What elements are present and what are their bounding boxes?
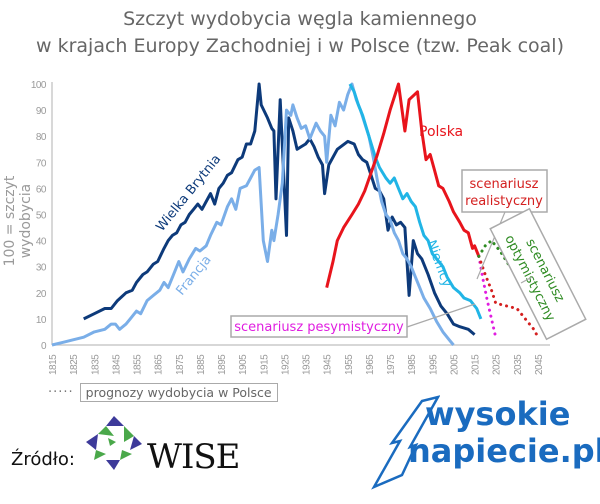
pessimistic-pointer: [406, 303, 476, 328]
series-line: [477, 254, 540, 339]
title-line-2: w krajach Europy Zachodniej i w Polsce (…: [36, 35, 564, 57]
series-line: [348, 83, 483, 320]
y-tick-label: 30: [36, 263, 47, 274]
label-pessimistic: scenariusz pesymistyczny: [234, 320, 404, 335]
brand-line-2: napiecie.pl: [408, 432, 600, 470]
axes: 0 10 20 30 40 50 60 70 80 90 100 1815 1825 1835 1845 18…: [31, 80, 550, 375]
x-tick-label: 1975: [386, 354, 397, 375]
y-tick-label: 100: [31, 80, 47, 91]
x-tick-label: 1885: [196, 354, 207, 375]
x-tick-label: 1855: [133, 354, 144, 375]
label-germany: Niemcy: [423, 238, 454, 289]
label-uk: Wielka Brytnia: [153, 152, 224, 235]
x-tick-label: 2005: [449, 354, 460, 375]
chart-title: Szczyt wydobycia węgla kamiennego w kraj…: [0, 6, 600, 60]
lightning-bolt-icon: [371, 395, 440, 490]
series-labels: Wielka Brytnia Francja Niemcy Polska scenari…: [153, 124, 587, 341]
x-tick-label: 2035: [513, 354, 524, 375]
realistic-box: [461, 169, 548, 213]
brand-line-1: wysokie: [425, 395, 571, 433]
legend: ····· prognozy wydobycia w Polsce: [48, 383, 278, 402]
x-tick-label: 1845: [111, 354, 122, 375]
x-tick-label: 1875: [175, 354, 186, 375]
x-tick-label: 1905: [238, 354, 249, 375]
title-line-1: Szczyt wydobycia węgla kamiennego: [123, 8, 477, 30]
x-tick-label: 1965: [365, 354, 376, 375]
dotted-line-legend-icon: ·····: [48, 385, 74, 400]
x-tick-label: 1945: [323, 354, 334, 375]
x-tick-label: 1835: [90, 354, 101, 375]
y-tick-label: 40: [36, 237, 47, 248]
wise-logo-icon: [86, 416, 142, 470]
x-tick-label: 1935: [302, 354, 313, 375]
x-tick-label: 1955: [344, 354, 355, 375]
series-line: [51, 82, 455, 347]
x-tick-label: 1825: [69, 354, 80, 375]
x-tick-label: 1895: [217, 354, 228, 375]
wise-logo-text: WISE: [147, 437, 240, 477]
optimistic-pointer: [520, 276, 533, 284]
y-tick-label: 60: [36, 184, 47, 195]
y-tick-label: 50: [36, 211, 47, 222]
y-tick-label: 80: [36, 132, 47, 143]
series-line: [83, 82, 476, 336]
x-tick-label: 1925: [280, 354, 291, 375]
y-tick-label: 20: [36, 289, 47, 300]
y-tick-label: 90: [36, 106, 47, 117]
source-label: Źródło:: [11, 449, 75, 470]
x-tick-label: 1985: [407, 354, 418, 375]
series-lines: [51, 82, 540, 347]
label-realistic-2: realistyczny: [465, 194, 543, 209]
x-tick-label: 2045: [534, 354, 545, 375]
y-tick-label: 0: [41, 341, 47, 352]
series-line: [325, 82, 481, 288]
x-tick-label: 2015: [471, 354, 482, 375]
label-france: Francja: [173, 253, 214, 299]
legend-label: prognozy wydobycia w Polsce: [79, 383, 278, 402]
x-tick-label: 1815: [48, 354, 59, 375]
y-tick-label: 70: [36, 158, 47, 169]
label-poland: Polska: [419, 124, 463, 140]
x-tick-label: 1995: [428, 354, 439, 375]
label-realistic-1: scenariusz: [470, 177, 539, 192]
x-tick-label: 2025: [492, 354, 503, 375]
x-tick-label: 1915: [259, 354, 270, 375]
x-tick-label: 1865: [154, 354, 165, 375]
y-tick-label: 10: [36, 315, 47, 326]
